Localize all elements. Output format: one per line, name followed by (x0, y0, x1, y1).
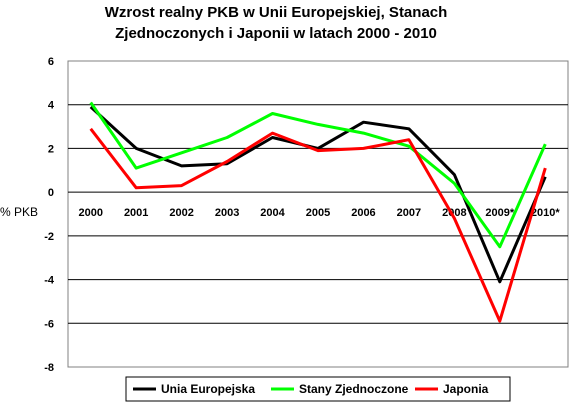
y-tick-label: 2 (48, 143, 54, 155)
x-tick-label: 2002 (169, 207, 193, 219)
series-line-0 (89, 105, 547, 284)
y-tick-label: -8 (44, 362, 54, 374)
legend-label-1: Stany Zjednoczone (299, 382, 409, 396)
legend: Unia Europejska Stany Zjednoczone Japonia (133, 382, 489, 396)
y-axis-label: % PKB (0, 205, 38, 219)
y-tick-labels: 6 4 2 0 -2 -4 -6 -8 (44, 56, 55, 374)
x-tick-label: 2001 (124, 207, 148, 219)
y-tick-label: -6 (44, 318, 54, 330)
y-tick-label: -4 (44, 275, 55, 287)
gridlines (68, 104, 568, 324)
series-line-1 (89, 101, 547, 249)
x-tick-labels: 2000 2001 2002 2003 2004 2005 2006 2007 2008 2009… (78, 207, 560, 219)
chart-title-line-2: Zjednoczonych i Japonii w latach 2000 - … (115, 25, 437, 42)
x-tick-label: 2003 (215, 207, 239, 219)
x-tick-label: 2004 (260, 207, 285, 219)
legend-box (125, 376, 511, 402)
x-tick-label: 2007 (397, 207, 421, 219)
chart-title-line-1: Wzrost realny PKB w Unii Europejskiej, S… (105, 4, 448, 21)
y-tick-label: 4 (48, 100, 55, 112)
x-tick-label: 2010* (531, 207, 560, 219)
legend-label-0: Unia Europejska (161, 382, 255, 396)
y-tick-label: 6 (48, 56, 54, 68)
x-tick-label: 2000 (78, 207, 102, 219)
y-tick-label: -2 (44, 231, 54, 243)
y-tick-label: 0 (48, 187, 54, 199)
series-line-2 (89, 127, 547, 323)
x-tick-label: 2009* (485, 207, 514, 219)
legend-label-2: Japonia (443, 382, 489, 396)
x-tick-label: 2005 (306, 207, 330, 219)
plot-area (67, 60, 569, 368)
series-lines (89, 101, 547, 323)
x-tick-label: 2006 (351, 207, 375, 219)
